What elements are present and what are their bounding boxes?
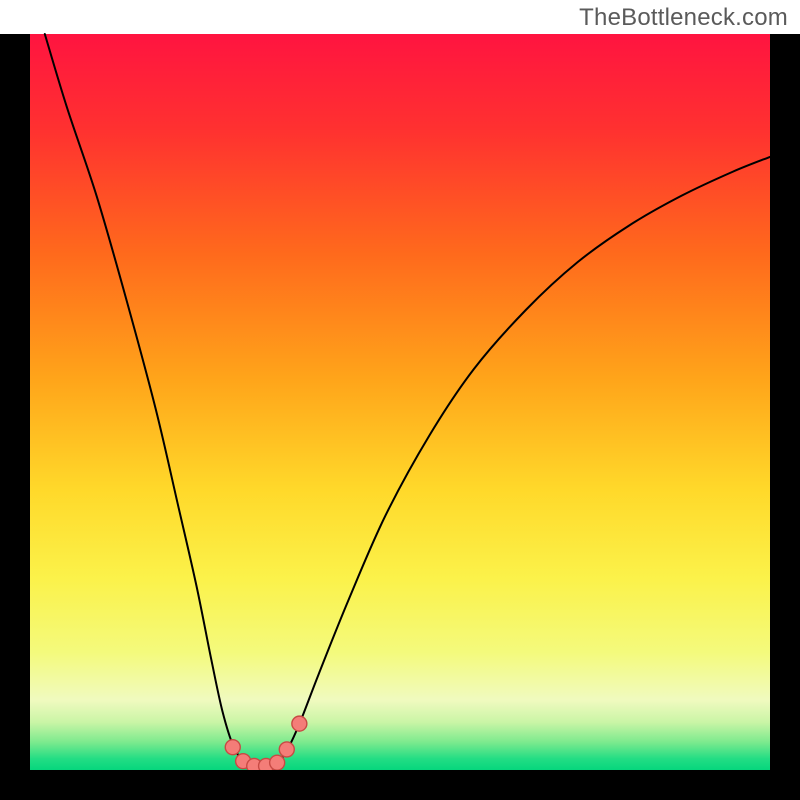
marker-dot	[292, 716, 307, 731]
marker-dot	[225, 740, 240, 755]
chart-stage: TheBottleneck.com	[0, 0, 800, 800]
bottleneck-chart	[0, 0, 800, 800]
marker-dot	[279, 742, 294, 757]
marker-dot	[270, 755, 285, 770]
watermark-text: TheBottleneck.com	[579, 4, 788, 32]
frame-left	[0, 34, 30, 800]
frame-bottom	[0, 770, 800, 800]
chart-background	[30, 34, 770, 770]
frame-right	[770, 34, 800, 800]
